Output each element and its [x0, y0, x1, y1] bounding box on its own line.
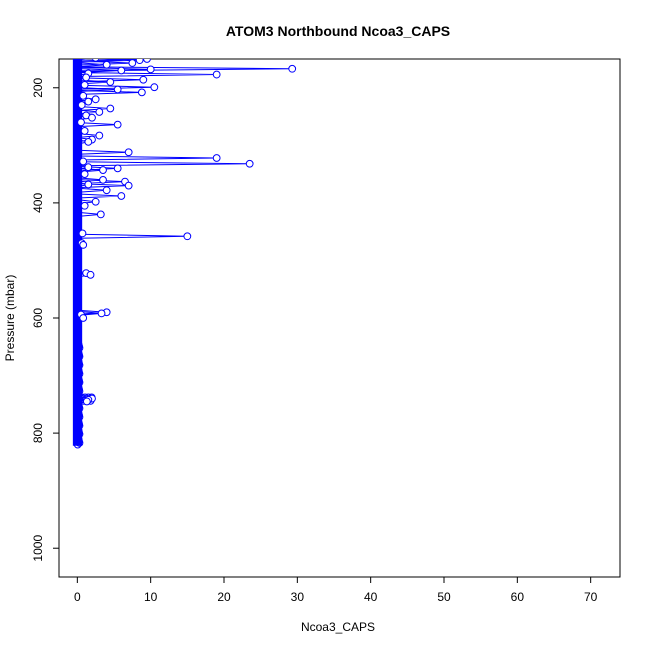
data-point-24: [88, 113, 96, 122]
x-axis-label: Ncoa3_CAPS: [301, 620, 375, 634]
data-point-36: [113, 164, 122, 173]
data-point-9: [212, 70, 221, 79]
data-point-55: [97, 309, 106, 318]
data-point-10: [82, 73, 91, 82]
data-point-16: [137, 88, 146, 97]
data-point-49: [183, 232, 192, 241]
data-point-15: [113, 85, 122, 94]
data-point-57: [79, 314, 88, 322]
chart-title: ATOM3 Northbound Ncoa3_CAPS: [226, 23, 450, 39]
data-point-1: [135, 59, 144, 65]
data-point-51: [79, 241, 88, 249]
data-point-0: [91, 59, 100, 62]
data-point-27: [80, 127, 89, 135]
data-point-19: [84, 97, 93, 106]
x-tick-label-5: 50: [437, 590, 451, 604]
x-tick-label-4: 40: [364, 590, 378, 604]
data-point-35: [84, 163, 93, 172]
data-point-32: [212, 154, 221, 162]
series-group: [72, 59, 297, 449]
y-tick-label-1: 400: [31, 193, 45, 213]
data-point-26: [113, 120, 122, 129]
data-point-43: [102, 186, 111, 195]
plot-frame: [58, 58, 621, 578]
x-tick-label-2: 20: [217, 590, 231, 604]
data-point-41: [84, 180, 93, 189]
x-tick-label-1: 10: [144, 590, 158, 604]
y-tick-label-4: 1000: [31, 535, 45, 562]
near-zero-band: [72, 59, 83, 446]
data-point-25: [77, 118, 85, 127]
data-point-34: [245, 159, 254, 168]
data-point-18: [91, 95, 100, 104]
data-point-33: [79, 157, 88, 166]
x-tick-label-0: 0: [74, 590, 81, 604]
data-point-39: [99, 175, 107, 184]
data-point-37: [99, 166, 107, 174]
y-tick-label-0: 200: [31, 77, 45, 97]
data-point-7: [117, 66, 126, 75]
data-point-14: [150, 83, 159, 92]
data-point-47: [96, 210, 105, 219]
y-tick-label-3: 800: [31, 423, 45, 443]
data-point-42: [124, 181, 133, 190]
data-point-22: [95, 108, 104, 116]
x-tick-label-3: 30: [291, 590, 305, 604]
data-point-44: [117, 192, 126, 200]
data-point-4: [128, 59, 137, 67]
data-point-12: [106, 78, 115, 86]
data-point-5: [288, 64, 297, 73]
data-point-6: [146, 65, 155, 74]
x-axis: 0 10 20 30 40 50 60 70: [74, 577, 598, 604]
data-point-11: [139, 75, 148, 84]
data-point-20: [77, 101, 86, 109]
data-point-45: [91, 197, 100, 206]
y-tick-label-2: 600: [31, 308, 45, 328]
data-point-60: [82, 397, 91, 406]
data-point-38: [80, 170, 89, 179]
data-point-53: [86, 270, 95, 279]
y-axis: 200 400 600 800 1000: [31, 77, 59, 562]
data-point-21: [106, 104, 115, 113]
data-point-48: [78, 229, 87, 238]
x-tick-label-6: 60: [511, 590, 525, 604]
data-point-46: [80, 201, 89, 210]
data-point-2: [143, 59, 151, 63]
near-zero-markers: [73, 337, 84, 449]
data-point-13: [80, 81, 89, 89]
y-axis-label: Pressure (mbar): [3, 275, 17, 362]
data-point-3: [102, 60, 111, 69]
data-point-31: [124, 148, 133, 157]
data-point-28: [95, 131, 104, 140]
data-point-30: [84, 137, 93, 146]
x-tick-label-7: 70: [584, 590, 598, 604]
data-point-17: [79, 91, 88, 100]
